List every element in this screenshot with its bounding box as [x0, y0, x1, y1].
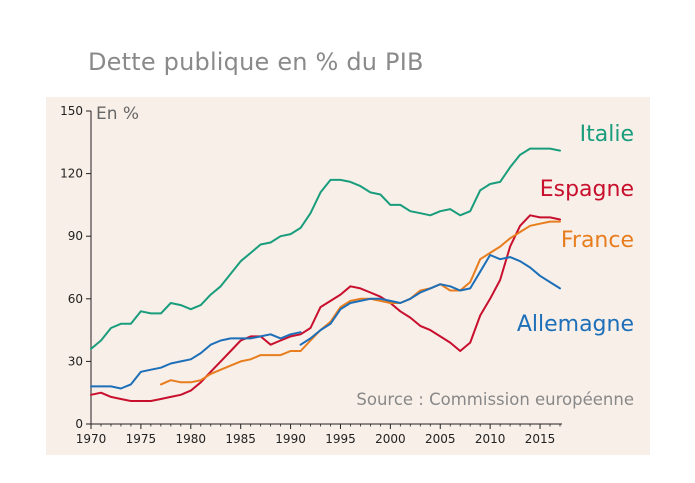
series-line-france [159, 220, 561, 386]
series-label-allemagne: Allemagne [517, 312, 634, 337]
y-tick-label: 120 [60, 167, 83, 181]
series-lines [90, 147, 561, 402]
plot-background [46, 97, 650, 455]
x-tick-label: 1975 [126, 432, 157, 446]
series-line-espagne [90, 214, 561, 402]
x-tick-label: 2015 [525, 432, 556, 446]
x-tick-label: 1995 [325, 432, 356, 446]
y-axis-label: En % [96, 104, 139, 124]
x-tick-label: 2000 [375, 432, 406, 446]
series-line-allemagne [90, 254, 561, 390]
x-tick-label: 1970 [76, 432, 107, 446]
series-label-france: France [561, 228, 634, 253]
x-tick-label: 1980 [176, 432, 207, 446]
axes: 0 30 60 90 120 150 1970 1975 1980 1985 1990 1995 200… [60, 104, 562, 446]
y-tick-label: 90 [68, 229, 83, 243]
source-note: Source : Commission européenne [356, 390, 634, 409]
y-tick-label: 150 [60, 104, 83, 118]
x-tick-label: 2010 [475, 432, 506, 446]
series-label-espagne: Espagne [540, 177, 634, 202]
x-tick-label: 1985 [225, 432, 256, 446]
y-tick-label: 30 [68, 354, 83, 368]
series-line-italie [90, 147, 561, 350]
chart-title: Dette publique en % du PIB [88, 48, 424, 76]
y-tick-label: 60 [68, 292, 83, 306]
x-tick-label: 1990 [275, 432, 306, 446]
series-labels: Italie Espagne France Allemagne [517, 122, 634, 337]
x-tick-label: 2005 [425, 432, 456, 446]
series-label-italie: Italie [580, 122, 634, 147]
y-tick-label: 0 [75, 417, 83, 431]
